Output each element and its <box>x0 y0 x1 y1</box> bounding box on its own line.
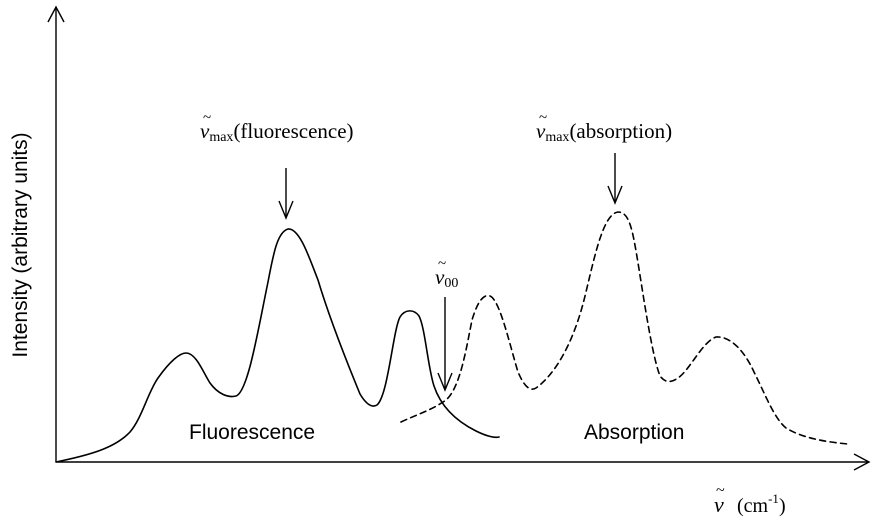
x-axis-tilde: ~ <box>716 482 725 499</box>
absorption-max-tilde: ~ <box>539 110 547 126</box>
x-axis-label: ~ ν (cm-1) <box>714 482 786 517</box>
x-axis-arrowhead <box>853 453 871 471</box>
absorption-max-text: (absorption) <box>569 119 672 143</box>
absorption-max-arrowhead <box>607 185 623 205</box>
zero-zero-tilde: ~ <box>438 256 446 272</box>
fluorescence-max-tilde: ~ <box>203 110 211 126</box>
absorption-region-label: Absorption <box>584 421 684 444</box>
absorption-max-subscript: max <box>545 130 569 145</box>
fluorescence-curve <box>55 228 500 463</box>
y-axis-arrowhead <box>47 5 65 23</box>
x-axis-unit-exp: -1 <box>768 491 779 506</box>
axes <box>47 5 871 471</box>
x-axis-unit-close: ) <box>779 495 786 517</box>
x-axis-unit: (cm-1) <box>737 491 786 517</box>
x-axis-symbol: ν <box>714 492 724 517</box>
zero-zero-label: ν00 <box>435 265 458 291</box>
zero-zero-annotation: ~ ν00 <box>435 256 458 392</box>
fluorescence-max-annotation: ~ νmax(fluorescence) <box>200 110 354 220</box>
zero-zero-arrowhead <box>437 372 453 392</box>
fluorescence-max-arrowhead <box>278 200 294 220</box>
absorption-max-label: νmax(absorption) <box>536 119 672 145</box>
x-axis-unit-open: (cm <box>737 495 769 517</box>
fluorescence-region-label: Fluorescence <box>189 421 315 444</box>
zero-zero-subscript: 00 <box>444 276 458 291</box>
absorption-max-annotation: ~ νmax(absorption) <box>536 110 672 205</box>
fluorescence-max-subscript: max <box>209 130 233 145</box>
absorption-curve <box>400 211 849 445</box>
y-axis-label: Intensity (arbitrary units) <box>9 132 32 357</box>
absorption-max-symbol: ν <box>536 119 546 143</box>
fluorescence-max-text: (fluorescence) <box>233 119 353 143</box>
fluorescence-max-symbol: ν <box>200 119 210 143</box>
fluorescence-max-label: νmax(fluorescence) <box>200 119 354 145</box>
zero-zero-symbol: ν <box>435 265 445 289</box>
